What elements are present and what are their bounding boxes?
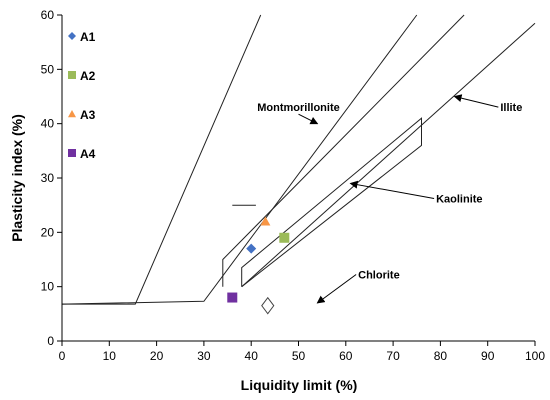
- annotation-arrow: [453, 94, 499, 108]
- legend-marker-a1: [68, 32, 76, 40]
- legend-marker-a4: [68, 149, 76, 157]
- clay-mineral-zones: [61, 14, 536, 305]
- y-tick-label: 20: [41, 225, 55, 239]
- x-tick-label: 40: [245, 349, 259, 363]
- y-tick-label: 30: [41, 171, 55, 185]
- data-point-a3: [260, 216, 271, 226]
- data-point-a2: [279, 232, 290, 243]
- legend-marker-a3: [68, 110, 76, 118]
- annotations: Montmorillonite Illite Kaolinite Chlorite: [257, 94, 522, 315]
- x-tick-label: 80: [434, 349, 448, 363]
- y-tick-label: 10: [41, 280, 55, 294]
- x-tick-label: 60: [339, 349, 353, 363]
- chlorite-diamond-marker: [261, 296, 275, 315]
- zone-boundary-line: [241, 117, 422, 288]
- data-points: [227, 216, 290, 303]
- x-axis-ticks: 0 10 20 30 40 50 60 70 80 90 100: [59, 341, 545, 363]
- zone-boundary-line: [241, 22, 536, 288]
- x-tick-label: 50: [292, 349, 306, 363]
- annotation-arrow: [349, 180, 435, 199]
- x-tick-label: 0: [59, 349, 66, 363]
- zone-boundary-line: [61, 14, 418, 305]
- y-tick-label: 0: [47, 334, 54, 348]
- axes: [61, 15, 535, 342]
- x-tick-label: 30: [197, 349, 211, 363]
- legend: A1 A2 A3 A4: [68, 30, 96, 161]
- x-tick-label: 10: [103, 349, 117, 363]
- annotation-label: Kaolinite: [436, 193, 482, 205]
- y-tick-label: 60: [41, 8, 55, 22]
- annotation-label: Chlorite: [358, 270, 400, 282]
- data-point-a4: [227, 292, 238, 303]
- annotation-arrow: [298, 113, 319, 125]
- legend-label-a1: A1: [80, 30, 96, 44]
- y-axis-ticks: 0 10 20 30 40 50 60: [41, 8, 62, 348]
- y-tick-label: 40: [41, 117, 55, 131]
- x-axis-title: Liquidity limit (%): [241, 377, 358, 393]
- x-tick-label: 100: [525, 349, 545, 363]
- x-tick-label: 90: [481, 349, 495, 363]
- annotation-label: Illite: [500, 102, 522, 114]
- x-tick-label: 20: [150, 349, 164, 363]
- annotation-label: Montmorillonite: [257, 102, 340, 114]
- legend-marker-a2: [68, 71, 76, 79]
- legend-label-a2: A2: [80, 69, 96, 83]
- legend-label-a4: A4: [80, 147, 96, 161]
- zone-boundary-line: [222, 14, 465, 287]
- data-point-a1: [246, 243, 257, 254]
- annotation-arrow: [316, 274, 357, 304]
- legend-label-a3: A3: [80, 108, 96, 122]
- x-tick-label: 70: [386, 349, 400, 363]
- y-tick-label: 50: [41, 62, 55, 76]
- y-axis-title: Plasticity index (%): [9, 114, 25, 242]
